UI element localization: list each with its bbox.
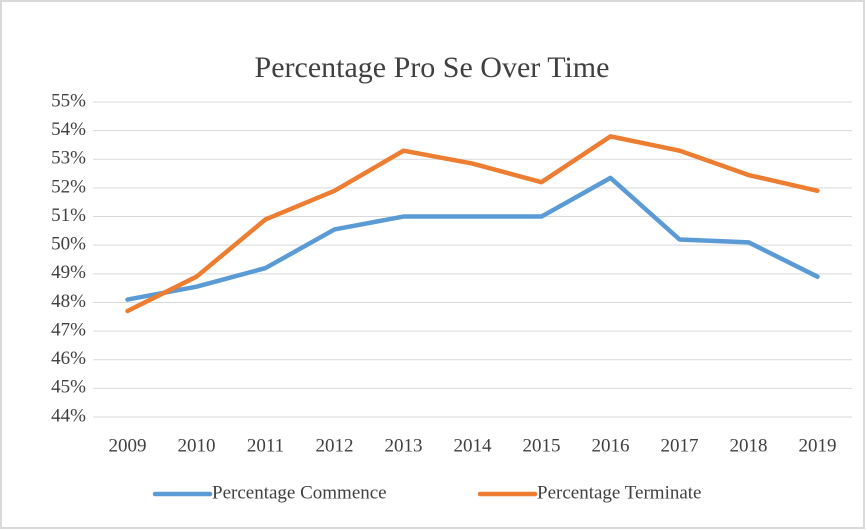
- x-tick-label: 2011: [247, 435, 284, 456]
- x-tick-label: 2009: [109, 435, 147, 456]
- y-tick-label: 50%: [51, 234, 86, 255]
- y-tick-label: 49%: [51, 262, 86, 283]
- y-tick-label: 54%: [51, 119, 86, 140]
- y-tick-label: 48%: [51, 291, 86, 312]
- x-tick-label: 2018: [730, 435, 768, 456]
- x-tick-label: 2012: [316, 435, 354, 456]
- legend-label: Percentage Commence: [212, 482, 387, 503]
- x-tick-label: 2019: [799, 435, 837, 456]
- x-tick-label: 2015: [523, 435, 561, 456]
- x-tick-label: 2014: [454, 435, 493, 456]
- x-tick-label: 2016: [592, 435, 630, 456]
- x-tick-label: 2010: [178, 435, 216, 456]
- line-series: [125, 134, 820, 314]
- line-series: [125, 175, 820, 302]
- y-tick-label: 55%: [51, 90, 86, 111]
- legend-label: Percentage Terminate: [537, 482, 702, 503]
- x-tick-label: 2013: [385, 435, 423, 456]
- y-tick-label: 46%: [51, 348, 86, 369]
- x-tick-label: 2017: [661, 435, 699, 456]
- y-tick-label: 52%: [51, 176, 86, 197]
- chart-title: Percentage Pro Se Over Time: [255, 51, 610, 84]
- y-tick-label: 47%: [51, 319, 86, 340]
- y-tick-label: 44%: [51, 405, 86, 426]
- y-tick-label: 51%: [51, 205, 86, 226]
- y-tick-label: 53%: [51, 148, 86, 169]
- y-tick-label: 45%: [51, 377, 86, 398]
